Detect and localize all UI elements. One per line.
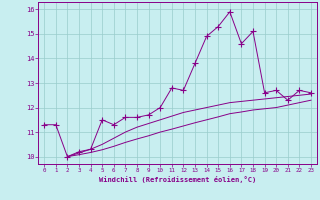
- X-axis label: Windchill (Refroidissement éolien,°C): Windchill (Refroidissement éolien,°C): [99, 176, 256, 183]
